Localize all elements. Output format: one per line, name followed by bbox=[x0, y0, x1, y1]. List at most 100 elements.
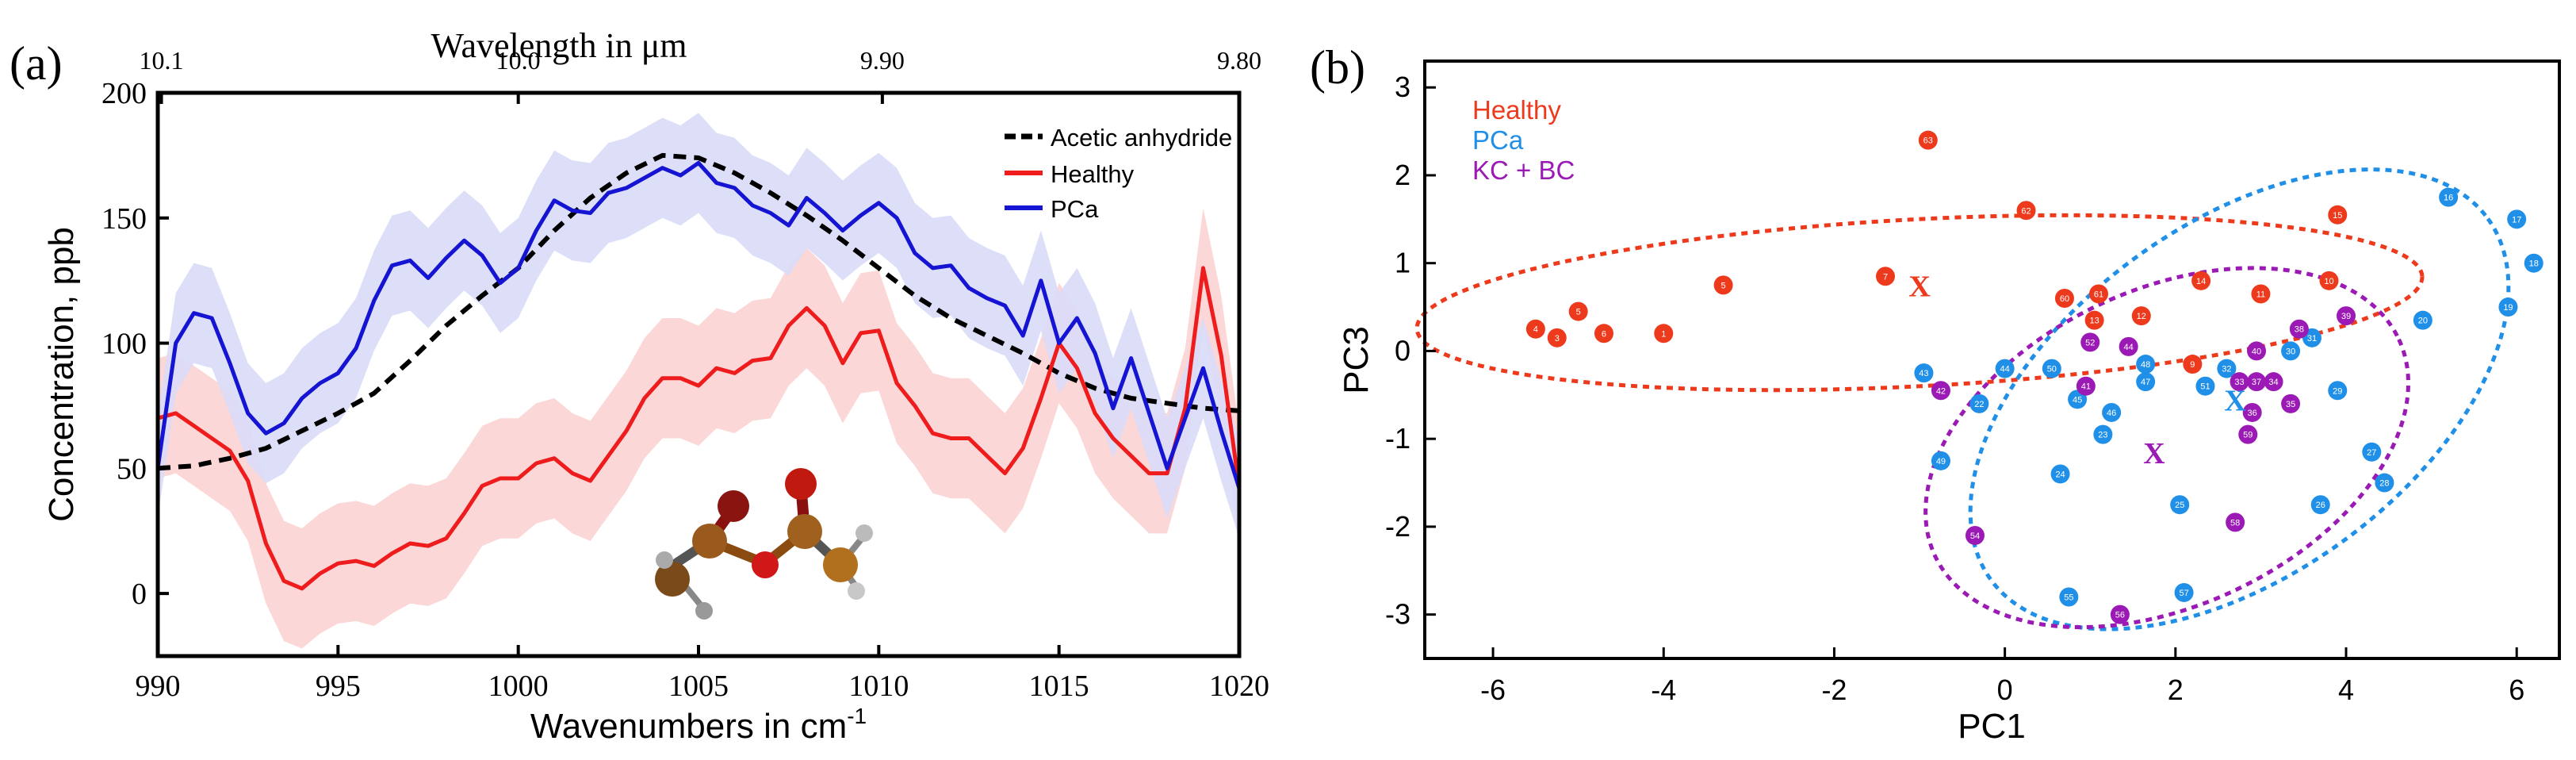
point-kc-bc: 35 bbox=[2281, 393, 2301, 413]
point-pca: 19 bbox=[2498, 297, 2518, 317]
legend-label-pca-b: PCa bbox=[1472, 125, 1524, 155]
point-pca: 50 bbox=[2042, 359, 2061, 378]
point-label: 29 bbox=[2333, 386, 2342, 396]
point-marker bbox=[2217, 359, 2237, 378]
y-axis-label-b: PC3 bbox=[1337, 326, 1376, 394]
point-label: 57 bbox=[2179, 589, 2188, 598]
point-label: 62 bbox=[2021, 206, 2031, 216]
group-centroids: X X X bbox=[1908, 270, 2246, 470]
series-lines bbox=[155, 152, 1242, 591]
point-label: 32 bbox=[2222, 365, 2231, 374]
point-label: 13 bbox=[2089, 317, 2099, 326]
confidence-bands bbox=[158, 113, 1239, 649]
point-kc-bc: 39 bbox=[2337, 306, 2356, 326]
point-marker bbox=[2289, 319, 2309, 339]
point-pca: 55 bbox=[2059, 587, 2079, 607]
point-healthy: 12 bbox=[2131, 306, 2151, 326]
point-healthy: 1 bbox=[1654, 324, 1674, 344]
point-marker bbox=[2110, 605, 2130, 624]
point-label: 43 bbox=[1919, 369, 1928, 378]
point-kc-bc: 59 bbox=[2238, 424, 2258, 444]
x-tick-label: 1005 bbox=[668, 670, 729, 703]
point-label: 17 bbox=[2512, 215, 2521, 225]
point-label: 6 bbox=[1602, 329, 1606, 339]
point-healthy: 63 bbox=[1918, 130, 1938, 150]
point-label: 27 bbox=[2367, 448, 2376, 458]
x-axis-ticks-b: -6 -4 -2 0 2 4 6 bbox=[1480, 647, 2524, 706]
point-pca: 20 bbox=[2413, 310, 2432, 330]
point-healthy: 4 bbox=[1525, 319, 1545, 339]
point-label: 52 bbox=[2085, 338, 2095, 347]
point-pca: 49 bbox=[1931, 451, 1950, 470]
point-marker bbox=[2507, 209, 2527, 229]
y-tick-label-b: -2 bbox=[1385, 510, 1410, 543]
top-tick-label: 9.90 bbox=[860, 46, 905, 75]
point-marker bbox=[2136, 355, 2156, 374]
point-label: 20 bbox=[2418, 317, 2428, 326]
point-pca: 47 bbox=[2136, 372, 2156, 392]
point-label: 60 bbox=[2060, 294, 2069, 304]
point-kc-bc: 34 bbox=[2264, 372, 2283, 392]
legend-label-pca: PCa bbox=[1051, 195, 1099, 223]
point-marker bbox=[1995, 359, 2015, 378]
top-tick-label: 10.1 bbox=[140, 46, 184, 75]
x-tick-label: 1020 bbox=[1209, 670, 1269, 703]
plot-frame-b bbox=[1423, 59, 2561, 660]
point-pca: 46 bbox=[2102, 402, 2122, 422]
point-pca: 28 bbox=[2375, 473, 2394, 493]
point-kc-bc: 38 bbox=[2289, 319, 2309, 339]
point-marker bbox=[2226, 512, 2245, 532]
point-marker bbox=[2080, 332, 2100, 352]
point-label: 56 bbox=[2115, 611, 2125, 620]
point-pca: 22 bbox=[1969, 393, 1989, 413]
centroid-marker-pca: X bbox=[2224, 384, 2245, 417]
x-tick-label-b: -2 bbox=[1821, 674, 1847, 706]
point-label: 24 bbox=[2055, 470, 2065, 479]
y-axis-ticks: 0 50 100 150 200 bbox=[101, 77, 169, 611]
y-tick-label-b: -1 bbox=[1385, 422, 1410, 455]
point-marker bbox=[1594, 324, 1613, 344]
y-tick-label-b: -3 bbox=[1385, 598, 1410, 631]
point-marker bbox=[2439, 187, 2459, 207]
point-marker bbox=[1568, 301, 1588, 321]
point-pca: 24 bbox=[2050, 464, 2070, 484]
point-marker bbox=[2076, 376, 2096, 396]
point-marker bbox=[2191, 271, 2211, 290]
x-tick-label-b: -6 bbox=[1480, 674, 1506, 706]
point-label: 1 bbox=[1661, 329, 1666, 339]
point-pca: 23 bbox=[2093, 424, 2113, 444]
y-tick-label: 0 bbox=[132, 578, 147, 611]
point-label: 44 bbox=[2124, 343, 2134, 352]
point-marker bbox=[2016, 201, 2036, 221]
point-healthy: 9 bbox=[2183, 355, 2203, 374]
point-healthy: 61 bbox=[2088, 284, 2108, 304]
point-marker bbox=[2375, 473, 2394, 493]
point-label: 26 bbox=[2316, 501, 2325, 510]
point-label: 22 bbox=[1974, 400, 1984, 409]
top-axis-label: Wavelength in μm bbox=[431, 26, 687, 65]
point-pca: 25 bbox=[2170, 495, 2190, 515]
point-label: 55 bbox=[2064, 593, 2073, 602]
point-marker bbox=[2084, 310, 2104, 330]
point-marker bbox=[2319, 271, 2339, 290]
point-healthy: 3 bbox=[1547, 328, 1567, 347]
point-healthy: 14 bbox=[2191, 271, 2211, 290]
point-marker bbox=[2247, 372, 2267, 392]
point-label: 15 bbox=[2333, 211, 2342, 221]
point-healthy: 60 bbox=[2054, 288, 2074, 308]
point-healthy: 5 bbox=[1713, 275, 1733, 295]
y-tick-label: 100 bbox=[101, 328, 147, 361]
point-marker bbox=[2310, 495, 2330, 515]
x-tick-label-b: 0 bbox=[1997, 674, 2013, 706]
point-label: 33 bbox=[2234, 378, 2244, 387]
x-axis-ticks: 990 995 1000 1005 1010 1015 1020 bbox=[136, 645, 1269, 703]
point-pca: 45 bbox=[2068, 390, 2088, 409]
legend-b: Healthy PCa KC + BC bbox=[1472, 95, 1575, 185]
x-tick-label: 1015 bbox=[1029, 670, 1089, 703]
point-marker bbox=[2413, 310, 2432, 330]
point-marker bbox=[2247, 341, 2267, 361]
point-kc-bc: 42 bbox=[1931, 381, 1950, 401]
y-tick-label-b: 1 bbox=[1395, 247, 1410, 279]
point-label: 25 bbox=[2175, 501, 2184, 510]
